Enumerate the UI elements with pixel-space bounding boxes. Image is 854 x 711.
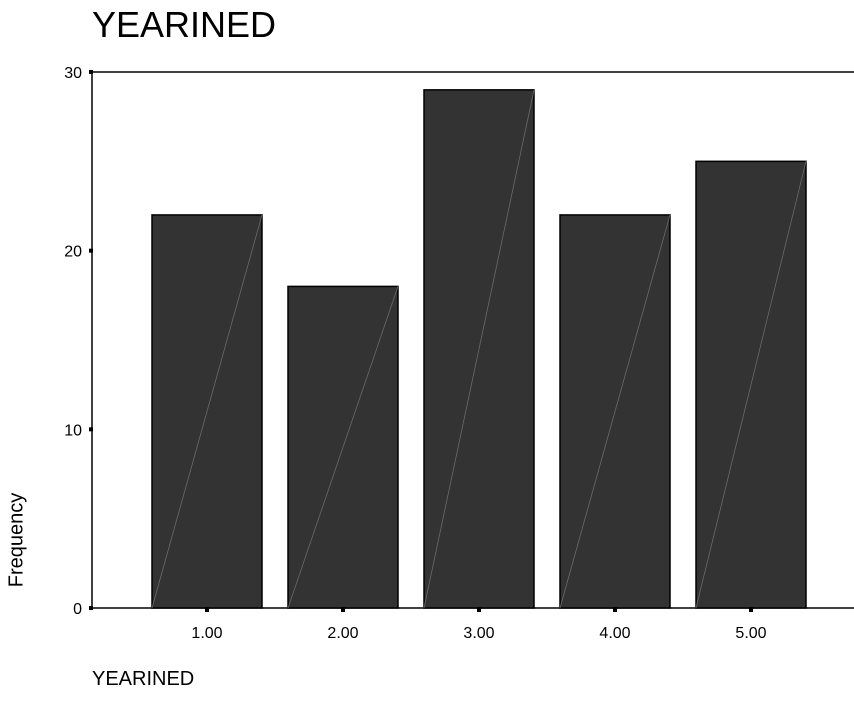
bar-diagonal-4.00	[559, 214, 671, 609]
x-tick-mark-4.00	[613, 607, 617, 612]
bar-diagonal-2.00	[287, 286, 399, 609]
x-tick-label-4.00: 4.00	[599, 625, 630, 642]
bar-diagonal-3.00	[423, 89, 535, 609]
x-tick-label-5.00: 5.00	[735, 625, 766, 642]
y-tick-mark-20	[89, 248, 93, 253]
y-tick-mark-0	[89, 606, 93, 610]
x-tick-label-1.00: 1.00	[191, 625, 222, 642]
x-tick-mark-2.00	[341, 607, 345, 612]
y-tick-label-0: 0	[73, 601, 82, 618]
bar-diagonal-1.00	[151, 214, 263, 609]
ticks: 0 10 20 30 1.00 2.00 3.00 4.00 5.00	[64, 65, 766, 642]
x-tick-label-2.00: 2.00	[327, 625, 358, 642]
x-tick-mark-3.00	[477, 607, 481, 612]
bars	[151, 89, 807, 609]
x-tick-label-3.00: 3.00	[463, 625, 494, 642]
y-tick-mark-10	[89, 427, 93, 432]
y-tick-label-30: 30	[64, 65, 82, 82]
x-tick-mark-5.00	[749, 607, 753, 612]
chart-title: YEARINED	[92, 4, 277, 45]
y-tick-label-10: 10	[64, 422, 82, 439]
x-axis-title: YEARINED	[92, 668, 195, 690]
bar-diagonal-5.00	[695, 161, 807, 609]
y-tick-mark-30	[89, 70, 93, 74]
x-tick-mark-1.00	[205, 607, 209, 612]
y-tick-label-20: 20	[64, 244, 82, 261]
